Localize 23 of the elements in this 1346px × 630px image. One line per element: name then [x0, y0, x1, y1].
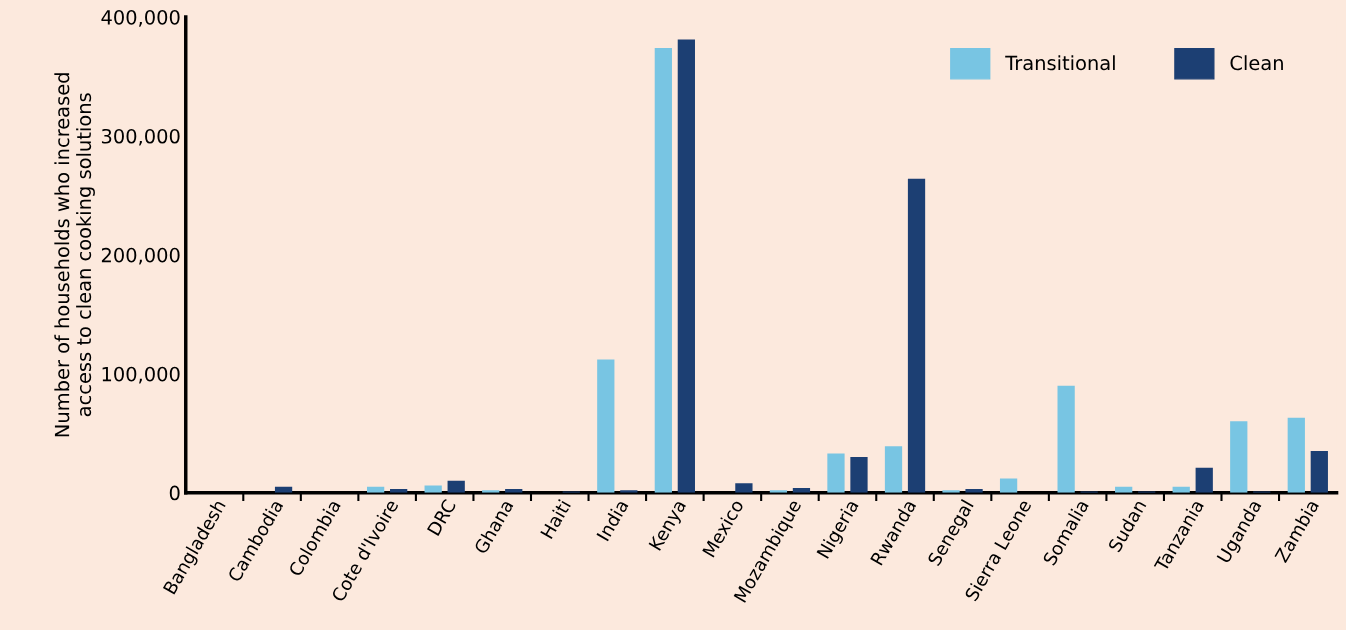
bar — [654, 47, 672, 493]
bar — [1195, 467, 1213, 493]
y-tick-label: 200,000 — [101, 247, 180, 265]
bar — [735, 483, 753, 493]
bar — [447, 480, 465, 493]
bar — [1287, 417, 1305, 493]
bar — [677, 39, 695, 493]
legend-label: Transitional — [1005, 55, 1115, 71]
bar — [999, 478, 1018, 493]
bar — [1057, 385, 1075, 493]
bar — [1310, 451, 1328, 493]
bar — [597, 359, 615, 493]
bar — [907, 178, 926, 493]
bar — [827, 453, 845, 493]
bar — [850, 456, 868, 493]
y-tick-label: 300,000 — [101, 128, 180, 146]
bar — [884, 446, 903, 493]
y-tick-label: 0 — [169, 485, 180, 501]
legend-label: Clean — [1230, 55, 1283, 71]
y-tick-label: 100,000 — [102, 366, 180, 384]
y-tick-label: 400,000 — [101, 9, 180, 27]
y-axis-title: Number of households who increased access to clean cooking solutions — [54, 73, 95, 437]
bar — [1230, 421, 1248, 493]
